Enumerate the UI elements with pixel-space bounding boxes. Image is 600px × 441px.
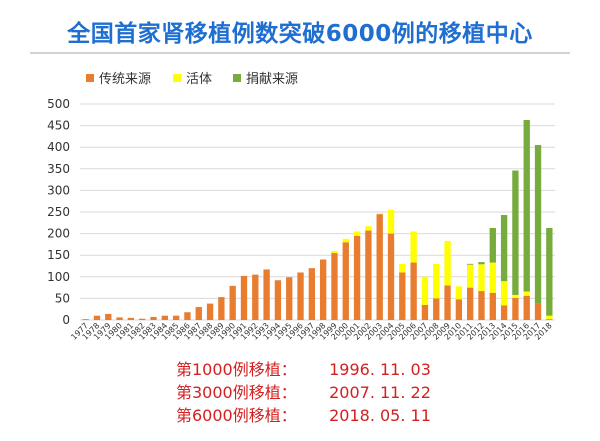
bar-segment (455, 286, 463, 300)
bar-segment (331, 250, 338, 254)
bar-segment (297, 272, 304, 320)
bar-segment (399, 263, 406, 273)
bar-segment (478, 291, 485, 320)
legend-swatch (233, 74, 241, 82)
bar-segment (161, 315, 168, 320)
milestone-label: 第6000例移植： (176, 406, 297, 425)
y-tick-label: 350 (47, 162, 70, 176)
bar-segment (512, 297, 519, 320)
bar-segment (229, 285, 236, 320)
bar-segment (353, 235, 361, 320)
bar-segment (410, 231, 417, 263)
y-tick-label: 400 (47, 140, 70, 154)
bar-segment (342, 238, 349, 243)
bar-segment (263, 269, 270, 320)
bar-segment (512, 170, 519, 295)
bar-segment (376, 213, 383, 215)
bar-segment (184, 312, 191, 320)
bar-segment (116, 317, 123, 320)
bar-segment (319, 259, 327, 320)
bar-segment (500, 215, 508, 282)
milestone-list: 第1000例移植： 1996. 11. 03 第3000例移植： 2007. 1… (176, 358, 596, 427)
milestone-date: 1996. 11. 03 (329, 360, 431, 379)
bar-segment (500, 281, 508, 306)
y-tick-label: 300 (47, 183, 70, 197)
bar-segment (252, 274, 259, 320)
bar-segment (523, 119, 530, 292)
bar-segment (387, 209, 395, 234)
bar-segment (286, 277, 293, 320)
bar-segment (433, 263, 440, 299)
legend-label: 活体 (186, 72, 212, 87)
milestone-label: 第1000例移植： (176, 360, 297, 379)
y-tick-label: 200 (47, 227, 70, 241)
bar-segment (274, 280, 282, 320)
milestone-date: 2018. 05. 11 (329, 406, 431, 425)
bar-segment (150, 316, 157, 320)
bar-segment (82, 319, 89, 320)
bar-segment (534, 145, 542, 304)
bar-segment (342, 242, 349, 320)
stacked-bar-chart: 0 50 100 150 200 250 300 350 400 450 500 传统来源 活体 捐献来源… (47, 72, 555, 342)
bar-segment (512, 294, 519, 298)
bar-segment (546, 227, 553, 316)
bar-segment (546, 315, 553, 320)
bar-segment (421, 304, 429, 320)
milestone-label: 第3000例移植： (176, 383, 297, 402)
page-title: 全国首家肾移植例数突破6000例的移植中心 (67, 21, 533, 47)
y-tick-label: 450 (47, 119, 70, 133)
bar-segment (387, 233, 395, 320)
bar-segment (534, 303, 542, 320)
bar-segment (546, 319, 553, 320)
milestone-row: 第3000例移植： 2007. 11. 22 (176, 381, 596, 404)
bar-segment (331, 253, 338, 320)
bar-segment (478, 262, 485, 265)
bar-segment (376, 214, 383, 320)
bar-segment (478, 264, 485, 292)
legend-swatch (173, 74, 181, 82)
bar-segment (444, 240, 451, 286)
bar-segment (467, 287, 474, 320)
y-tick-label: 0 (62, 313, 70, 327)
bar-segment (500, 305, 508, 320)
bar-segment (308, 268, 316, 320)
bar-segment (399, 272, 406, 320)
y-tick-label: 150 (47, 248, 70, 262)
legend-label: 传统来源 (99, 72, 151, 87)
bar-segment (433, 298, 440, 320)
bar-segment (523, 295, 530, 320)
y-tick-label: 250 (47, 205, 70, 219)
bar-segment (105, 313, 112, 320)
milestone-row: 第1000例移植： 1996. 11. 03 (176, 358, 596, 381)
milestone-row: 第6000例移植： 2018. 05. 11 (176, 404, 596, 427)
bar-segment (421, 276, 429, 305)
bar-segment (240, 275, 248, 320)
bar-segment (489, 227, 496, 263)
bar-segment (218, 297, 225, 320)
bar-segment (195, 307, 202, 320)
milestone-date: 2007. 11. 22 (329, 383, 431, 402)
bar-segment (455, 299, 463, 320)
bar-segment (467, 263, 474, 265)
bar-segment (523, 291, 530, 296)
bar-segment (444, 285, 451, 320)
bar-segment (489, 262, 496, 293)
y-tick-label: 50 (55, 291, 70, 305)
legend-label: 捐献来源 (246, 72, 298, 87)
legend-swatch (86, 74, 94, 82)
y-tick-label: 100 (47, 270, 70, 284)
y-tick-label: 500 (47, 97, 70, 111)
bar-segment (206, 303, 214, 320)
bar-segment (489, 292, 496, 320)
bar-segment (365, 230, 372, 320)
bar-segment (365, 226, 372, 231)
bar-segment (467, 264, 474, 288)
bar-segment (139, 318, 146, 320)
title-divider (30, 52, 570, 54)
bar-segment (410, 262, 417, 320)
bar-segment (127, 317, 135, 320)
bar-segment (93, 315, 101, 320)
bar-segment (172, 315, 180, 320)
bar-segment (353, 231, 361, 236)
